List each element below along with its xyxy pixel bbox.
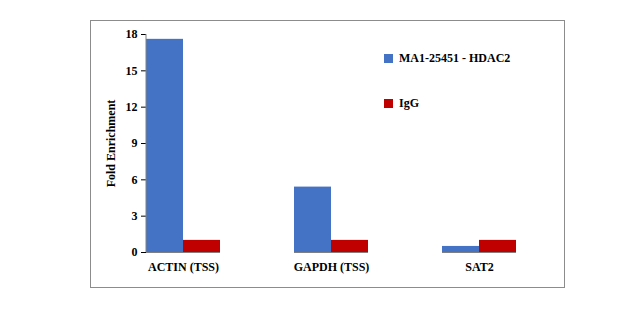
svg-text:12: 12 <box>126 100 138 114</box>
svg-text:GAPDH (TSS): GAPDH (TSS) <box>294 260 370 274</box>
svg-text:SAT2: SAT2 <box>465 260 493 274</box>
html-text:IgG: IgG <box>399 96 419 110</box>
svg-text:3: 3 <box>132 209 138 223</box>
svg-text:6: 6 <box>132 173 138 187</box>
svg-text:15: 15 <box>126 64 138 78</box>
html-text:MA1-25451 - HDAC2: MA1-25451 - HDAC2 <box>399 51 511 65</box>
svg-text:9: 9 <box>132 136 138 150</box>
svg-text:ACTIN (TSS): ACTIN (TSS) <box>148 260 219 274</box>
svg-text:18: 18 <box>126 27 138 41</box>
svg-text:Fold Enrichment: Fold Enrichment <box>104 100 118 188</box>
svg-text:0: 0 <box>132 245 138 259</box>
